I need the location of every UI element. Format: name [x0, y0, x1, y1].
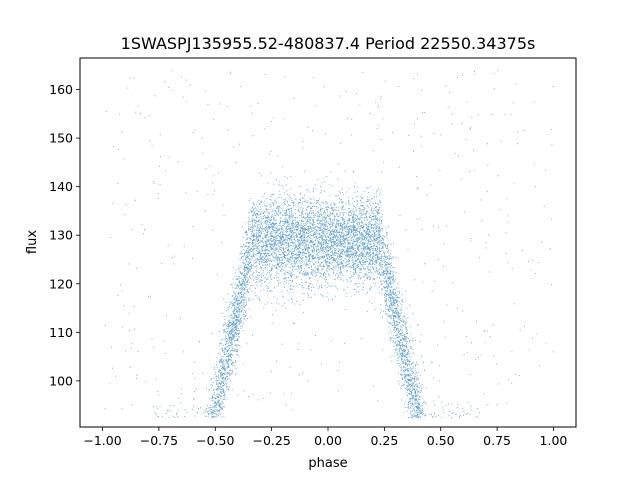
- chart-title: 1SWASPJ135955.52-480837.4 Period 22550.3…: [121, 34, 536, 53]
- y-tick-label: 120: [49, 276, 73, 291]
- x-tick-label: 0.50: [427, 433, 455, 448]
- y-tick-label: 130: [49, 228, 73, 243]
- y-axis-label: flux: [25, 230, 40, 254]
- scatter-point-cloud: [104, 70, 554, 419]
- plot-area-frame: [79, 57, 577, 428]
- x-axis: −1.00 −0.75 −0.50 −0.25 0.00 0.25 0.50 0.75 1.00: [83, 427, 567, 448]
- x-tick-label: 0.25: [370, 433, 398, 448]
- y-tick-label: 100: [49, 373, 73, 388]
- x-tick-label: −0.25: [252, 433, 290, 448]
- y-tick-label: 150: [49, 131, 73, 146]
- y-tick-label: 160: [49, 82, 73, 97]
- x-tick-label: 0.00: [314, 433, 342, 448]
- x-tick-label: 0.75: [483, 433, 511, 448]
- x-tick-label: −0.75: [140, 433, 178, 448]
- y-tick-label: 110: [49, 325, 73, 340]
- x-tick-label: 1.00: [540, 433, 568, 448]
- x-tick-label: −1.00: [83, 433, 121, 448]
- x-tick-label: −0.50: [196, 433, 234, 448]
- y-axis: 100 110 120 130 140 150 160: [49, 82, 80, 388]
- x-axis-label: phase: [308, 456, 347, 471]
- y-tick-label: 140: [49, 179, 73, 194]
- scatter-points: [104, 70, 554, 419]
